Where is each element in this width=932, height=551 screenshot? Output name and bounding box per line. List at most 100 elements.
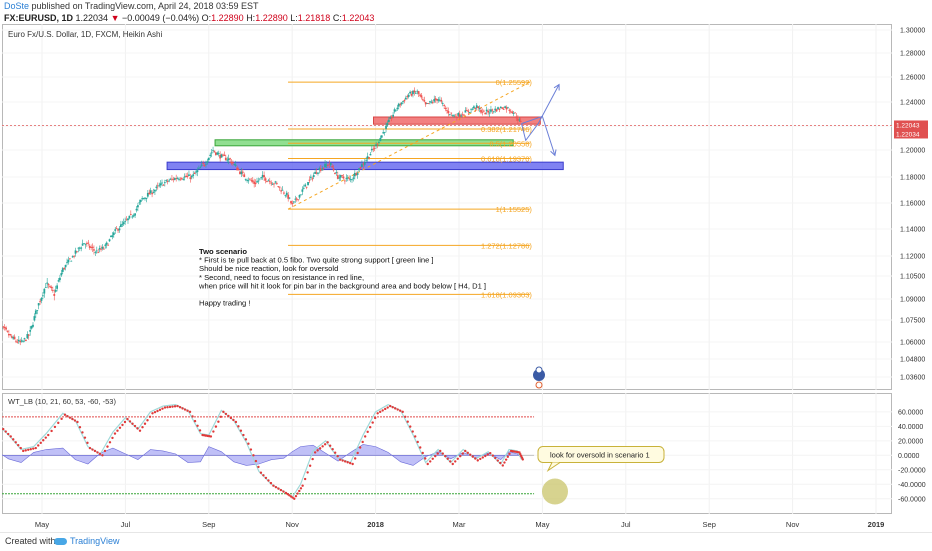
wt2-dot [491, 454, 494, 457]
candle-body [344, 180, 346, 182]
candle-body [319, 168, 322, 171]
candle-body [247, 180, 250, 182]
candle-body [334, 173, 336, 175]
wt2-dot [277, 487, 280, 490]
candle-body [277, 186, 280, 187]
wt2-dot [259, 471, 263, 474]
wt2-dot [343, 460, 347, 463]
y-tick-label: 1.20000 [900, 148, 925, 155]
candle-body [189, 177, 192, 180]
candle-body [457, 113, 460, 116]
candle-body [199, 167, 202, 169]
wt2-dot [303, 477, 307, 481]
candle-body [141, 198, 144, 200]
candle-body [370, 148, 373, 151]
candle-body [419, 94, 421, 96]
candle-body [514, 112, 516, 114]
y-tick-label: 1.06000 [900, 340, 925, 347]
candle-body [122, 222, 125, 225]
wt2-dot [151, 412, 154, 415]
candle-body [453, 115, 455, 117]
wt2-dot [274, 485, 278, 489]
wt2-dot [496, 459, 499, 462]
event-icon [533, 369, 545, 381]
open-label: O: [201, 13, 212, 23]
wt2-dot [83, 436, 87, 439]
wt2-dot [282, 490, 285, 493]
wt2-dot [353, 457, 357, 460]
wt2-dot [118, 426, 122, 429]
candle-body [369, 153, 372, 156]
wt2-dot [521, 458, 525, 461]
wt2-dot [504, 458, 508, 461]
wt2-dot [411, 430, 414, 433]
wt2-dot [44, 436, 47, 439]
wt2-dot [136, 427, 139, 430]
candle-body [227, 158, 230, 161]
candle-body [240, 171, 243, 175]
wt2-dot [111, 436, 114, 440]
wt2-dot [336, 454, 339, 458]
wt2-dot [242, 433, 245, 437]
wt2-dot [291, 496, 294, 499]
candle-body [219, 154, 222, 159]
candle-body [436, 99, 438, 101]
candle-body [502, 108, 505, 110]
wt2-dot [451, 462, 454, 466]
x-tick-label: Nov [286, 520, 300, 529]
candle-body [6, 330, 9, 332]
wt2-dot [209, 435, 213, 438]
y-tick-label: 1.07500 [900, 318, 925, 325]
wt2-dot [439, 449, 442, 453]
candle-body [507, 107, 509, 109]
candle-body [508, 109, 511, 111]
candle-body [216, 152, 219, 155]
candle-body [156, 185, 159, 187]
wt2-dot [286, 492, 289, 496]
candle-body [246, 179, 248, 181]
wt2-dot [116, 429, 119, 432]
chart-svg[interactable]: May Jul Sep Nov 2018 Mar May Jul Sep Nov 2019 1.300… [0, 24, 930, 532]
candle-body [115, 228, 118, 230]
candle-body [379, 137, 382, 142]
candle-body [241, 171, 244, 173]
candle-body [324, 163, 326, 168]
candle-body [336, 175, 339, 179]
wt2-dot [267, 479, 270, 482]
wt2-dot [32, 447, 35, 450]
price-label-box [894, 129, 928, 139]
annotation-line: Two scenario [199, 247, 247, 256]
candle-body [77, 247, 80, 249]
candle-body [396, 107, 399, 109]
candle-body [256, 181, 258, 183]
wt2-dot [191, 415, 194, 418]
candle-body [353, 172, 356, 177]
candle-body [280, 190, 283, 192]
candle-body [196, 170, 199, 173]
wt2-dot [308, 464, 312, 467]
candle-body [456, 116, 458, 118]
wt2-dot [358, 446, 362, 449]
candle-body [434, 98, 437, 100]
wt2-dot [29, 448, 32, 451]
candle-body [178, 178, 180, 180]
y-tick-label: 1.10500 [900, 274, 925, 281]
candle-body [375, 144, 378, 146]
candle-body [460, 115, 463, 117]
candle-body [76, 251, 78, 253]
candle-body [499, 106, 502, 108]
x-tick-label: Jul [621, 520, 631, 529]
candle-body [260, 177, 263, 178]
candle-body [481, 111, 484, 113]
candle-body [366, 156, 369, 159]
tradingview-logo[interactable]: TradingView [54, 536, 120, 546]
y-tick-label: 1.30000 [900, 28, 925, 35]
annotation-line: when price will hit it look for pin bar … [198, 281, 486, 290]
candle-body [346, 177, 349, 179]
candle-body [351, 179, 353, 181]
candle-body [378, 141, 380, 143]
author-link[interactable]: DoSte [4, 1, 30, 11]
wt2-dot [78, 426, 82, 429]
wt2-dot [348, 461, 352, 465]
candle-body [518, 119, 521, 121]
